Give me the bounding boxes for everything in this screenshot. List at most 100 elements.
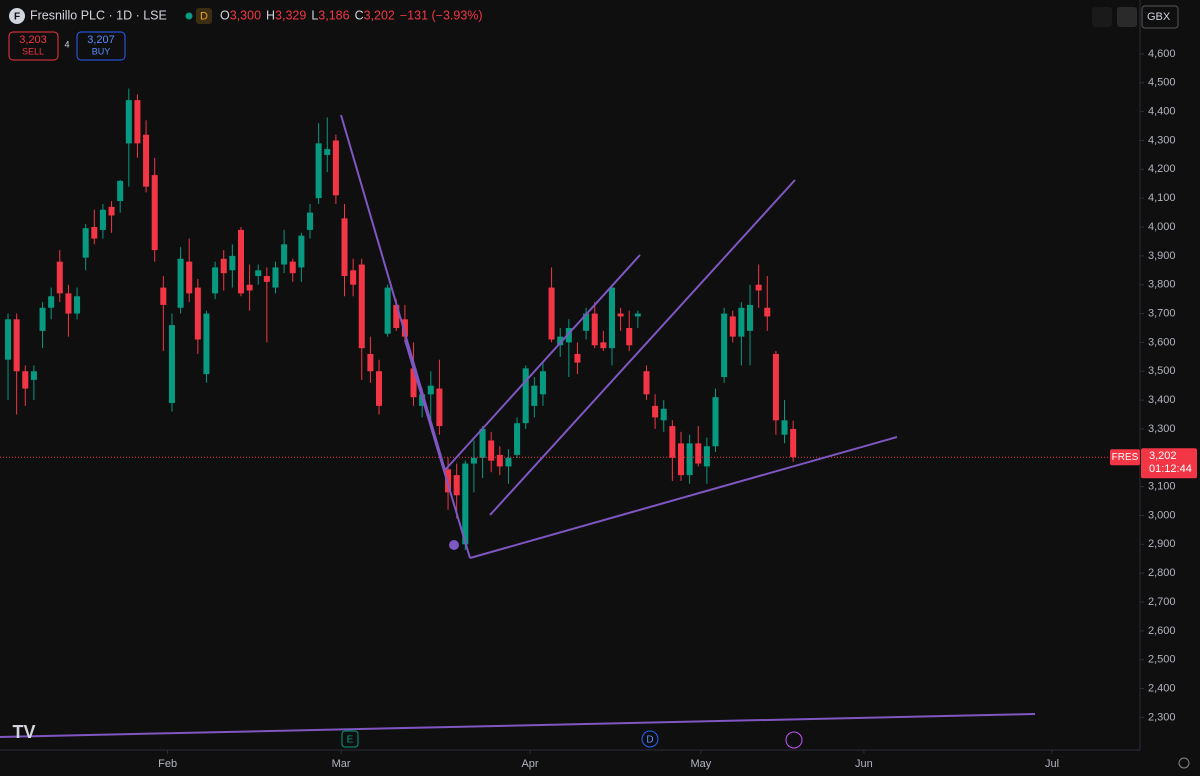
candle-body (772, 353, 779, 421)
candle-body (548, 287, 555, 340)
candle-body (591, 313, 598, 346)
candle-body (384, 287, 391, 334)
scroll-button[interactable] (1092, 7, 1112, 27)
currency[interactable]: GBX (1147, 11, 1171, 23)
y-tick-label: 3,800 (1148, 279, 1176, 291)
trend-line (340, 114, 446, 471)
buy-price[interactable]: 3,207 (87, 34, 115, 46)
y-tick-label: 2,500 (1148, 654, 1176, 666)
fullscreen-button[interactable] (1117, 7, 1137, 27)
candle-body (505, 457, 512, 467)
candle-body (764, 307, 771, 317)
candle-body (212, 267, 219, 294)
candle-body (677, 443, 685, 476)
candle-body (617, 313, 624, 317)
candle-body (125, 100, 132, 144)
symbol-logo-letter: F (14, 12, 20, 23)
candle-body (565, 327, 572, 343)
drawing-anchor[interactable] (449, 540, 459, 550)
candle-body (306, 212, 314, 230)
symbol-tag-bg (1110, 449, 1140, 466)
candle-body (488, 440, 495, 461)
y-axis: 2,300 2,400 2,500 2,600 2,700 2,800 2,900 3,000… (1140, 48, 1176, 723)
y-tick-label: 3,400 (1148, 394, 1176, 406)
candle-body (117, 180, 124, 202)
y-tick-label: 4,600 (1148, 48, 1176, 60)
earnings-marker[interactable] (341, 730, 359, 748)
y-tick-label: 4,400 (1148, 106, 1176, 118)
candle-body (298, 235, 305, 268)
candle-body (289, 261, 296, 274)
candle-body (65, 293, 72, 314)
y-tick-label: 4,200 (1148, 163, 1176, 175)
tv-logo: TV (12, 722, 35, 742)
trend-line (489, 179, 796, 516)
candle-body (626, 327, 633, 346)
candle-body (74, 296, 81, 314)
candle-body (48, 296, 55, 308)
candle-body (522, 368, 529, 424)
y-tick-label: 3,600 (1148, 336, 1176, 348)
y-tick-label: 2,700 (1148, 596, 1176, 608)
y-tick-label: 4,000 (1148, 221, 1176, 233)
candle-body (367, 353, 374, 372)
symbol-logo (9, 8, 25, 24)
candle-body (237, 229, 244, 294)
candle-body (643, 371, 650, 395)
y-tick-label: 4,500 (1148, 77, 1176, 89)
candle-body (91, 227, 98, 239)
candle-body (514, 423, 521, 455)
sell-caption[interactable]: SELL (22, 46, 44, 56)
sell-button[interactable] (8, 31, 59, 61)
buy-button[interactable] (76, 31, 126, 61)
dividend-marker[interactable] (641, 730, 659, 748)
candle-body (229, 255, 236, 271)
trend-line (469, 436, 898, 559)
ohlc-label: C (355, 8, 364, 22)
candle-body (436, 388, 443, 427)
symbol-tag: FRES (1112, 452, 1139, 463)
candle-body (470, 457, 477, 464)
candle-body (151, 175, 158, 251)
countdown: 01:12:44 (1149, 463, 1192, 475)
ohlc-header: O 3,300 H 3,329 L 3,186 C 3,202 −131 (−3.93%) (220, 8, 483, 22)
dividend-label[interactable]: D (646, 735, 653, 746)
interval-badge-bg (196, 8, 212, 24)
settings-icon[interactable] (1178, 757, 1190, 769)
candle-body (220, 258, 227, 274)
candle-body (393, 304, 400, 328)
x-tick-label: Jun (855, 758, 873, 770)
candle-body (652, 405, 659, 418)
x-tick-label: Jul (1045, 758, 1059, 770)
buy-caption[interactable]: BUY (92, 46, 111, 56)
status-dot (185, 12, 193, 20)
candle-body (608, 287, 615, 349)
candle-body (160, 287, 167, 305)
candle-body (669, 426, 676, 458)
ohlc-change: −131 (−3.93%) (400, 8, 483, 22)
ohlc-value: 3,186 (318, 8, 349, 22)
y-tick-label: 2,900 (1148, 538, 1176, 550)
candle-body (427, 385, 434, 395)
earnings-label[interactable]: E (347, 735, 354, 746)
candle-body (168, 325, 175, 403)
candle-body (350, 270, 357, 285)
candle-body (634, 313, 641, 317)
candle-body (281, 244, 288, 265)
candle-body (574, 353, 581, 363)
candle-body (557, 336, 564, 346)
sell-price[interactable]: 3,203 (19, 34, 47, 46)
candle-body (703, 446, 710, 467)
currency-box[interactable] (1141, 5, 1179, 29)
candle-body (255, 270, 262, 277)
candle-body (56, 261, 63, 294)
candle-body (660, 408, 667, 421)
spread: 4 (64, 39, 69, 49)
event-marker[interactable] (785, 731, 803, 749)
candle-body (781, 420, 788, 435)
candle-body (721, 313, 728, 378)
candle-body (376, 371, 383, 406)
candle-body (177, 258, 184, 308)
